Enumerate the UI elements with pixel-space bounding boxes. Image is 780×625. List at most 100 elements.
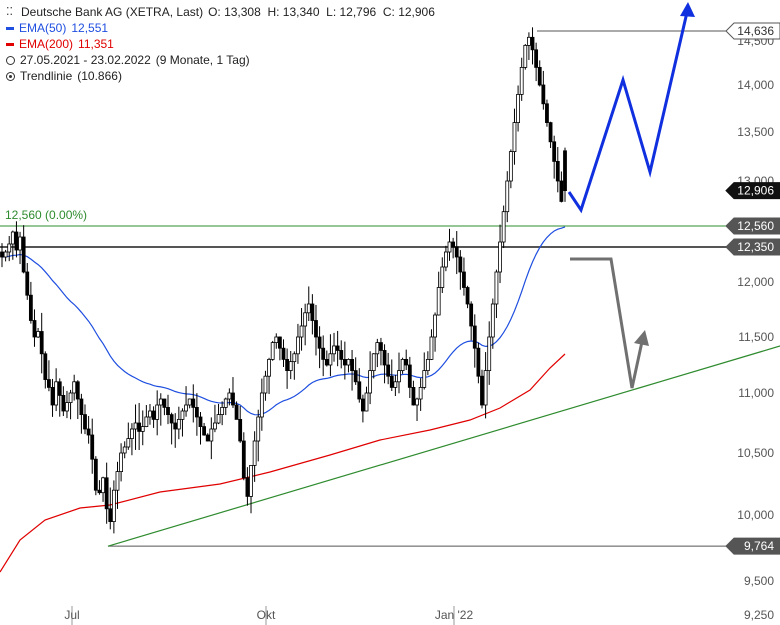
candle-body (61, 394, 66, 412)
legend-ema200-row: EMA(200) 11,351 (6, 36, 435, 52)
time-tick-label: Okt (257, 608, 276, 622)
candle-body (21, 236, 26, 273)
candle-body (270, 342, 275, 360)
legend-period: (9 Monate, 1 Tag) (155, 53, 250, 67)
candle-body (126, 438, 131, 448)
legend-trend-value: (10.866) (77, 69, 122, 83)
candle-body (505, 180, 510, 213)
candle-body (36, 331, 40, 338)
price-tick-label: 13,500 (737, 125, 774, 139)
candle-body (220, 406, 225, 415)
candle-body (433, 314, 437, 338)
legend-ohlc: O: 13,308 H: 13,340 L: 12,796 C: 12,906 (208, 5, 435, 19)
price-tag-label: 12,350 (737, 240, 774, 254)
candle-body (133, 422, 138, 430)
candle-body (339, 350, 344, 360)
candle-body (90, 434, 95, 460)
price-tags: 14,636 12,906 12,560 12,350 9,764 (725, 22, 780, 555)
blue-projection-path (567, 7, 690, 214)
candle-body (512, 122, 517, 152)
ohlc-bars-icon: ⁚⁚ (6, 6, 13, 18)
candle-body (130, 428, 134, 439)
ema50-swatch-icon (6, 26, 14, 30)
candle-body (198, 416, 203, 428)
legend-title: Deutsche Bank AG (XETRA, Last) (21, 5, 204, 19)
candle-body (111, 489, 116, 523)
candle-body (332, 345, 336, 355)
candle-body (353, 370, 358, 383)
candle-body (375, 342, 380, 355)
candle-body (194, 406, 199, 418)
candle-body (245, 477, 250, 497)
candle-body (158, 398, 163, 406)
candle-body (303, 312, 308, 327)
candle-body (65, 402, 69, 412)
legend-title-row: ⁚⁚ Deutsche Bank AG (XETRA, Last) O: 13,… (6, 4, 435, 20)
level-label: 12,560 (0.00%) (5, 208, 87, 222)
ema50-label: EMA(50) (19, 21, 67, 35)
candle-body (169, 414, 174, 424)
trendline-segment (107, 345, 780, 547)
candle-body (148, 410, 152, 418)
ema200-swatch-icon (6, 42, 14, 46)
candle-body (350, 358, 354, 371)
candle-body (288, 361, 293, 372)
candle-body (227, 392, 232, 400)
price-tick-label: 9,500 (744, 574, 774, 588)
candle-body (173, 422, 178, 430)
legend-range-row: 27.05.2021 - 23.02.2022 (9 Monate, 1 Tag… (6, 52, 435, 68)
candle-body (454, 246, 459, 258)
candle-body (317, 336, 322, 349)
candle-body (238, 418, 243, 442)
candle-body (28, 294, 33, 321)
candle-body (469, 303, 474, 327)
candle-body (393, 381, 398, 388)
candle-body (321, 347, 326, 360)
legend-trend-label: Trendlinie (20, 69, 73, 83)
candle-body (252, 440, 257, 466)
candle-body (259, 392, 264, 418)
candle-body (79, 398, 84, 415)
legend-ema50-row: EMA(50) 12,551 (6, 20, 435, 36)
candle-body (263, 375, 268, 394)
candle-body (306, 303, 311, 314)
candle-body (487, 336, 492, 371)
candle-body (39, 331, 44, 355)
candle-body (144, 416, 149, 428)
candle-body (3, 251, 8, 258)
price-tick-label: 12,000 (737, 275, 774, 289)
candle-body (451, 241, 456, 248)
candle-body (462, 271, 466, 288)
price-tag (725, 537, 780, 555)
candle-body (277, 336, 282, 349)
candle-body (292, 353, 297, 363)
candle-body (274, 336, 279, 343)
legend-trend-row: Trendlinie (10.866) (6, 68, 435, 84)
candle-body (371, 353, 376, 371)
candle-body (342, 358, 347, 366)
candle-body (440, 266, 445, 288)
candle-body (83, 414, 87, 430)
candle-body (205, 434, 210, 442)
ema200-value: 11,351 (78, 37, 114, 51)
candle-body (32, 320, 37, 338)
price-tick-label: 10,500 (737, 446, 774, 460)
candle-body (436, 287, 441, 316)
candle-body (122, 446, 127, 454)
candle-body (563, 150, 567, 192)
price-tag (725, 182, 780, 200)
trendline (107, 345, 780, 547)
candle-body (14, 231, 19, 251)
candle-body (310, 303, 315, 321)
price-tick-label: 9,250 (744, 608, 774, 622)
candle-body (296, 336, 300, 355)
candle-body (267, 358, 271, 377)
candle-body (256, 416, 261, 442)
candle-body (119, 452, 123, 473)
candle-body (519, 67, 524, 95)
target-icon (6, 71, 15, 81)
candle-body (422, 370, 427, 388)
candle-body (231, 392, 235, 406)
candle-body (209, 428, 214, 442)
candle-body (444, 251, 448, 268)
